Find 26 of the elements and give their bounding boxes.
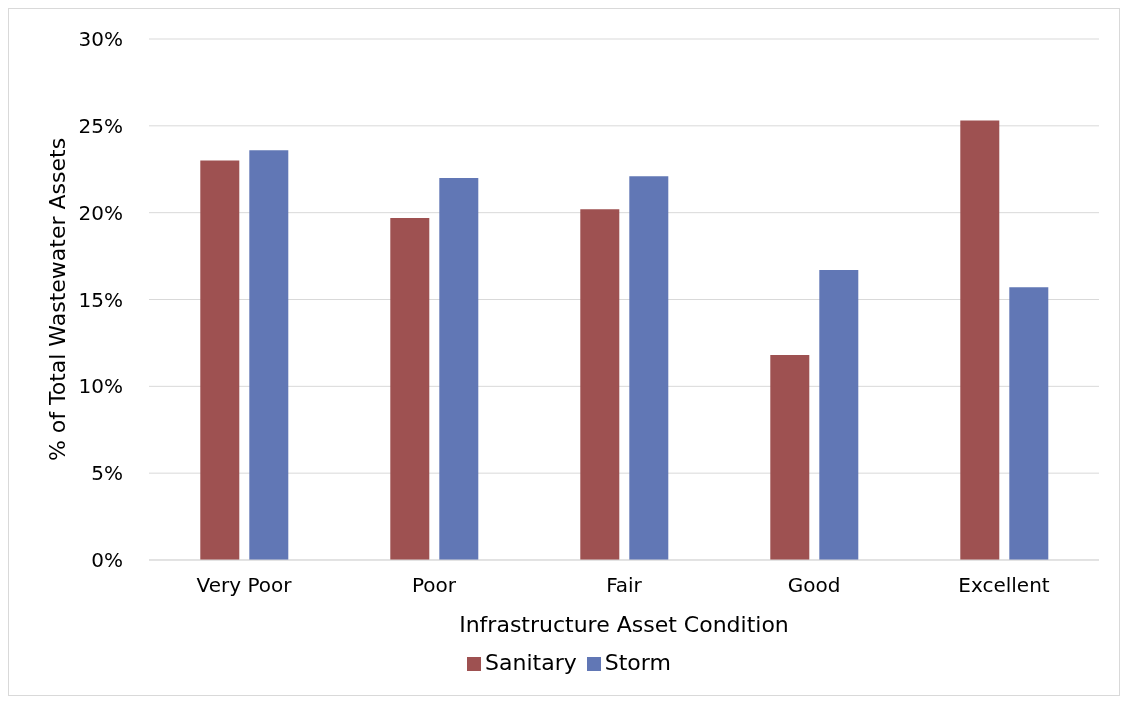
bar — [390, 217, 430, 560]
x-tick-label: Fair — [606, 573, 643, 598]
x-tick-label: Poor — [411, 573, 457, 598]
x-tick-label: Very Poor — [196, 573, 293, 598]
bar — [249, 150, 289, 560]
y-tick-label: 20% — [78, 200, 123, 225]
y-tick-label: 10% — [78, 374, 123, 399]
x-tick-label: Excellent — [958, 573, 1050, 598]
x-tick-label: Good — [787, 573, 841, 598]
legend-label: Sanitary — [485, 650, 577, 675]
bar — [580, 209, 620, 560]
y-tick-label: 30% — [78, 27, 123, 52]
bar — [1009, 287, 1049, 560]
y-tick-label: 0% — [91, 548, 123, 573]
y-axis-title: % of Total Wastewater Assets — [44, 137, 70, 462]
bar — [960, 120, 1000, 560]
legend-label: Storm — [604, 650, 671, 675]
y-tick-label: 15% — [78, 287, 123, 312]
bar — [770, 355, 810, 560]
x-axis-title: Infrastructure Asset Condition — [459, 612, 789, 637]
y-tick-label: 5% — [91, 461, 123, 486]
bar — [200, 160, 240, 560]
y-tick-label: 25% — [78, 113, 123, 138]
bar — [629, 176, 669, 560]
bar — [819, 269, 859, 560]
bar — [439, 177, 479, 560]
